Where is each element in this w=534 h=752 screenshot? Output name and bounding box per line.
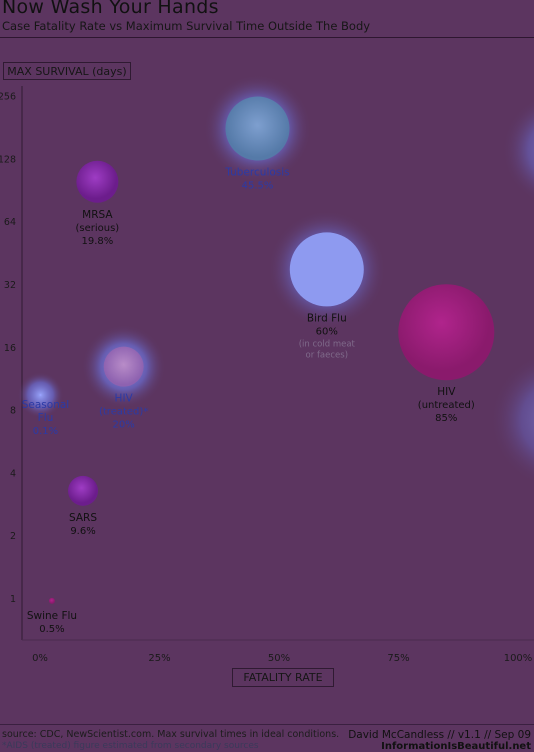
source-note: source: CDC, NewScientist.com. Max survi… — [2, 729, 340, 740]
edge-glow-bubble — [502, 98, 534, 202]
y-tick-label: 2 — [10, 531, 16, 542]
bubble-mark — [68, 475, 99, 506]
bubble-name-label: Seasonal Flu — [22, 399, 69, 424]
bubble-value-label: 60% — [316, 326, 338, 337]
x-tick-label: 50% — [268, 653, 290, 664]
bubble-detail-label: (treated)* — [99, 407, 148, 418]
bubble-value-label: 85% — [435, 413, 457, 424]
bubble-mark — [398, 284, 495, 381]
bubble-name-label: HIV — [437, 386, 456, 398]
bubble-value-label: 0.5% — [39, 624, 64, 635]
bubble-value-label: 9.6% — [70, 526, 95, 537]
bubble-mark — [76, 160, 119, 203]
bubble-name-label: HIV — [115, 393, 134, 405]
bubble-value-label: 45.5% — [242, 181, 274, 192]
bubble-mark — [289, 232, 364, 307]
author-credit: David McCandless // v1.1 // Sep 09 — [348, 729, 531, 741]
bubble-mrsa — [76, 160, 119, 203]
bubble-mark — [48, 597, 55, 604]
bubble-name-label: MRSA — [82, 209, 113, 221]
bubble-hiv — [81, 324, 166, 409]
edge-glow-bubble — [490, 355, 534, 485]
x-tick-label: 100% — [504, 653, 533, 664]
bubble-value-label: 19.8% — [81, 236, 113, 247]
y-tick-label: 32 — [4, 280, 16, 291]
footnote: *AIDS (treated) figure estimated from se… — [2, 741, 259, 751]
site-credit: InformationIsBeautiful.net — [381, 741, 531, 752]
bubble-mark — [103, 346, 144, 387]
bubble-name-part: Seasonal — [22, 399, 69, 411]
y-tick-label: 16 — [4, 343, 16, 354]
bubble-detail-label: (untreated) — [418, 400, 475, 411]
bubble-name-label: Swine Flu — [27, 610, 77, 622]
y-tick-label: 64 — [4, 217, 16, 228]
bubble-name-label: Tuberculosis — [224, 167, 289, 179]
bubble-detail-label: or faeces) — [306, 350, 348, 360]
bubble-mark — [39, 394, 42, 397]
axes-group: 1 2 4 8 16 32 64 128 256 0% 25% 50% 75% 100% — [0, 86, 534, 664]
y-tick-label: 4 — [10, 468, 16, 479]
bubble-hiv — [398, 284, 495, 381]
bubble-name-label: SARS — [69, 512, 97, 524]
right-edge-bubbles — [490, 98, 534, 485]
bubble-bird-flu — [267, 210, 386, 329]
y-tick-label: 256 — [0, 92, 16, 103]
y-tick-label: 1 — [10, 594, 16, 605]
footer-divider — [0, 724, 534, 725]
bubble-detail-label: (serious) — [75, 223, 119, 234]
header-divider — [0, 37, 534, 38]
page-title: Now Wash Your Hands — [2, 0, 219, 18]
bubble-value-label: 20% — [113, 420, 135, 431]
bubble-tuberculosis — [203, 74, 312, 183]
bubble-mark — [225, 96, 290, 161]
bubble-name-label: Bird Flu — [307, 312, 347, 324]
bubble-sars — [68, 475, 99, 506]
bubble-value-label: 0.1% — [33, 426, 58, 437]
page-subtitle: Case Fatality Rate vs Maximum Survival T… — [2, 19, 371, 33]
x-tick-label: 0% — [32, 653, 48, 664]
x-tick-label: 75% — [387, 653, 409, 664]
y-tick-label: 128 — [0, 154, 16, 165]
bubbles-group — [17, 74, 495, 604]
bubble-labels-group: Tuberculosis 45.5% MRSA (serious) 19.8% Bird … — [22, 167, 475, 635]
y-axis-label: MAX SURVIVAL (days) — [3, 62, 131, 80]
bubble-seasonal-flu — [17, 372, 64, 419]
y-tick-label: 8 — [10, 406, 16, 417]
x-axis-label: FATALITY RATE — [232, 668, 334, 687]
bubble-name-part: Flu — [38, 412, 54, 424]
x-tick-label: 25% — [148, 653, 170, 664]
bubble-swine-flu — [48, 597, 55, 604]
bubble-detail-label: (in cold meat — [299, 339, 356, 349]
